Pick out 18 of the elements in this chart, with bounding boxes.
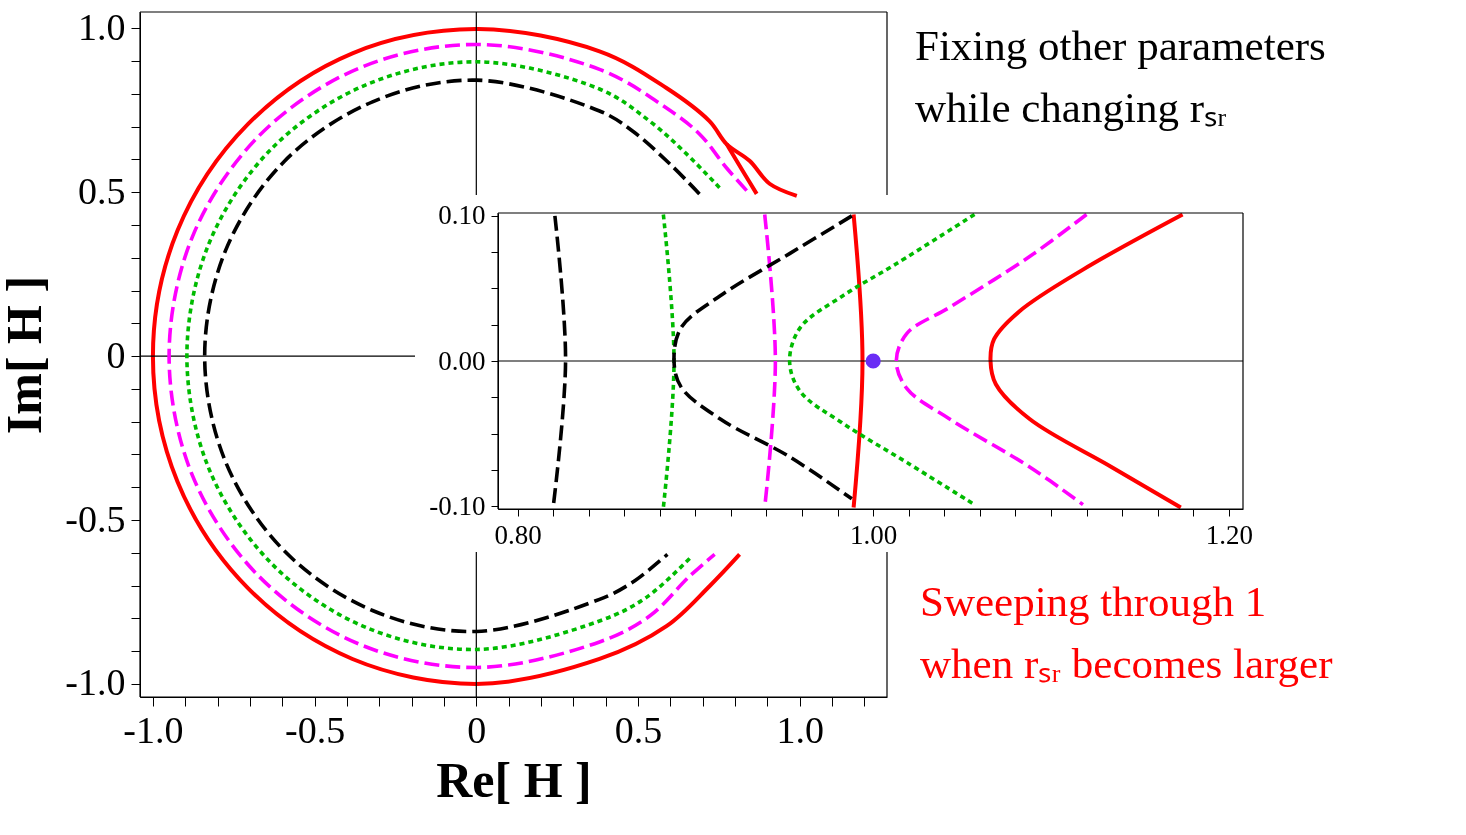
text: Sweeping through 1 when rₛᵣ becomes larger (920, 578, 1333, 687)
x-tick-label: 0.5 (614, 708, 663, 751)
x-tick-label: -1.0 (123, 708, 184, 751)
x-tick-label: 0.80 (494, 519, 542, 550)
y-tick-label: -1.0 (65, 661, 126, 704)
y-tick-label: 0.5 (78, 169, 126, 212)
text: Fixing other parameters while changing rₛᵣ (915, 22, 1326, 131)
y-tick-label: 1.0 (78, 5, 126, 48)
x-tick-label: 1.00 (850, 519, 898, 550)
x-axis-title: Re[ H ] (436, 751, 592, 808)
y-tick-label: 0.10 (438, 200, 486, 231)
y-axis-title: Im[ H ] (0, 275, 53, 435)
x-tick-label: 1.0 (776, 708, 824, 751)
y-tick-label: 0 (106, 333, 126, 376)
x-tick-label: 1.20 (1205, 519, 1253, 550)
x-tick-label: -0.5 (285, 708, 346, 751)
y-tick-label: -0.10 (429, 490, 486, 521)
y-tick-label: 0.00 (438, 345, 486, 376)
